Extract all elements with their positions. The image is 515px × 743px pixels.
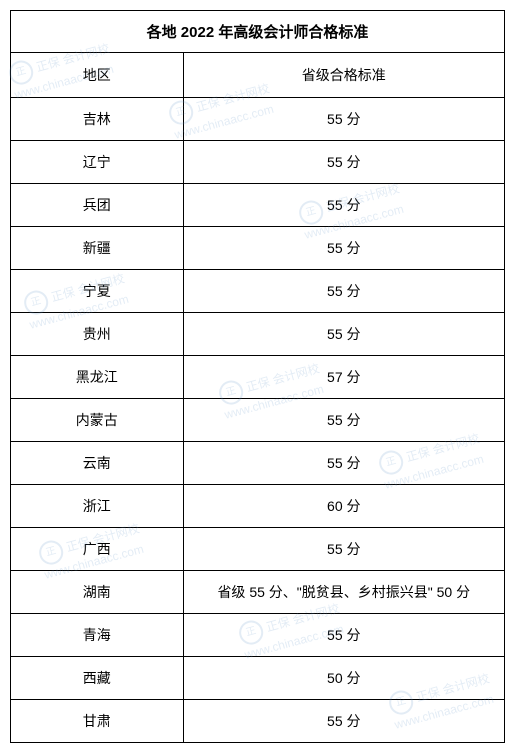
cell-score: 55 分 — [184, 442, 504, 484]
cell-score: 60 分 — [184, 485, 504, 527]
cell-score: 55 分 — [184, 184, 504, 226]
table-header-row: 地区 省级合格标准 — [11, 53, 504, 98]
table-row: 内蒙古 55 分 — [11, 399, 504, 442]
table-row: 兵团 55 分 — [11, 184, 504, 227]
cell-region: 湖南 — [11, 571, 184, 613]
cell-region: 甘肃 — [11, 700, 184, 742]
cell-score: 省级 55 分、"脱贫县、乡村振兴县" 50 分 — [184, 571, 504, 613]
table-title: 各地 2022 年高级会计师合格标准 — [11, 11, 504, 53]
table-row: 甘肃 55 分 — [11, 700, 504, 742]
cell-region: 黑龙江 — [11, 356, 184, 398]
header-region: 地区 — [11, 53, 184, 97]
cell-region: 吉林 — [11, 98, 184, 140]
table-row: 湖南 省级 55 分、"脱贫县、乡村振兴县" 50 分 — [11, 571, 504, 614]
cell-region: 浙江 — [11, 485, 184, 527]
cell-region: 西藏 — [11, 657, 184, 699]
table-row: 广西 55 分 — [11, 528, 504, 571]
table-row: 吉林 55 分 — [11, 98, 504, 141]
cell-region: 云南 — [11, 442, 184, 484]
cell-score: 55 分 — [184, 98, 504, 140]
cell-region: 广西 — [11, 528, 184, 570]
table-row: 黑龙江 57 分 — [11, 356, 504, 399]
table-row: 新疆 55 分 — [11, 227, 504, 270]
cell-region: 内蒙古 — [11, 399, 184, 441]
cell-region: 宁夏 — [11, 270, 184, 312]
cell-score: 55 分 — [184, 270, 504, 312]
header-standard: 省级合格标准 — [184, 53, 504, 97]
table-row: 云南 55 分 — [11, 442, 504, 485]
cell-region: 贵州 — [11, 313, 184, 355]
table-row: 青海 55 分 — [11, 614, 504, 657]
table-row: 辽宁 55 分 — [11, 141, 504, 184]
table-row: 贵州 55 分 — [11, 313, 504, 356]
cell-score: 55 分 — [184, 399, 504, 441]
cell-score: 55 分 — [184, 614, 504, 656]
cell-score: 55 分 — [184, 700, 504, 742]
cell-region: 辽宁 — [11, 141, 184, 183]
cell-score: 55 分 — [184, 528, 504, 570]
score-table: 各地 2022 年高级会计师合格标准 地区 省级合格标准 吉林 55 分 辽宁 … — [10, 10, 505, 743]
cell-score: 57 分 — [184, 356, 504, 398]
cell-score: 55 分 — [184, 227, 504, 269]
table-row: 宁夏 55 分 — [11, 270, 504, 313]
cell-score: 55 分 — [184, 141, 504, 183]
table-row: 西藏 50 分 — [11, 657, 504, 700]
table-row: 浙江 60 分 — [11, 485, 504, 528]
cell-score: 50 分 — [184, 657, 504, 699]
cell-region: 兵团 — [11, 184, 184, 226]
cell-region: 新疆 — [11, 227, 184, 269]
cell-region: 青海 — [11, 614, 184, 656]
cell-score: 55 分 — [184, 313, 504, 355]
